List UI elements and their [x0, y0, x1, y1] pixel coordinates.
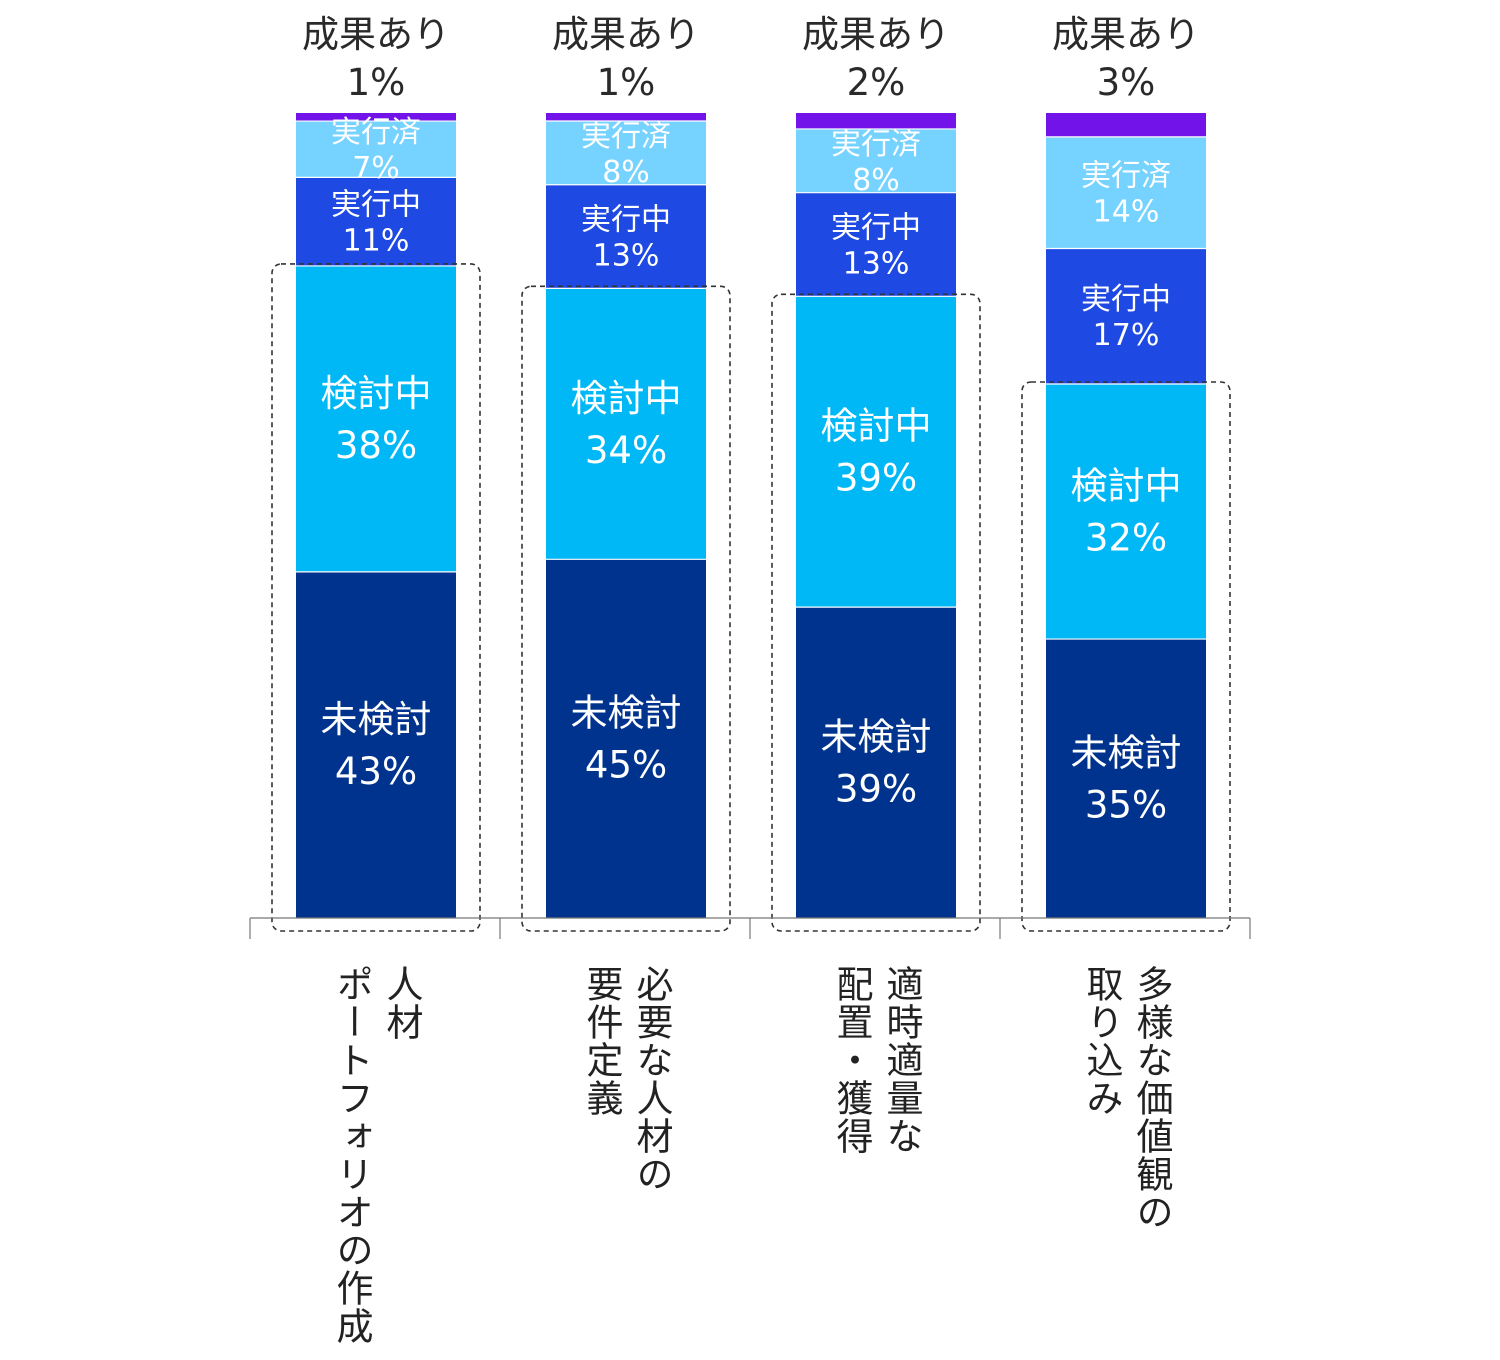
- bar-segment-2-cat-0: [296, 177, 456, 266]
- segment-label-value: 13%: [593, 239, 660, 274]
- highlight-box: [1021, 381, 1231, 932]
- top-label-value: 1%: [347, 61, 406, 104]
- bar-segment-3-cat-0: [296, 121, 456, 178]
- segment-label-value: 7%: [352, 151, 400, 186]
- bar-segment-4-cat-0: [296, 113, 456, 122]
- segment-label-value: 17%: [1093, 318, 1160, 353]
- highlight-box: [771, 293, 981, 932]
- segment-label-name: 実行済: [581, 119, 671, 154]
- category-label: 必要な人材の 要件定義: [580, 965, 673, 1193]
- segment-label-name: 実行中: [581, 203, 671, 238]
- segment-label-name: 検討中: [571, 377, 682, 420]
- segment-label-value: 8%: [602, 155, 650, 190]
- segment-label-name: 未検討: [821, 716, 932, 759]
- segment-label-name: 検討中: [1071, 465, 1182, 508]
- bar-segment-0-cat-2: [796, 607, 956, 918]
- top-label-name: 成果あり: [802, 13, 950, 56]
- bar-segment-0-cat-3: [1046, 639, 1206, 918]
- segment-label-value: 34%: [585, 429, 667, 472]
- segment-label-value: 38%: [335, 424, 417, 467]
- segment-label-value: 8%: [852, 163, 900, 198]
- segment-label-name: 実行済: [831, 127, 921, 162]
- segment-label-value: 45%: [585, 744, 667, 787]
- bar-segment-4-cat-1: [546, 113, 706, 121]
- category-label: 人材 ポートフォリオの作成: [330, 965, 423, 1345]
- bar-segment-2-cat-2: [796, 192, 956, 297]
- bar-segment-3-cat-3: [1046, 136, 1206, 249]
- top-label-value: 1%: [597, 61, 656, 104]
- bar-segment-1-cat-0: [296, 265, 456, 572]
- bar-segment-3-cat-1: [546, 120, 706, 185]
- segment-label-value: 43%: [335, 750, 417, 793]
- segment-label-value: 39%: [835, 457, 917, 500]
- bar-segment-0-cat-1: [546, 559, 706, 918]
- segment-label-name: 実行済: [331, 115, 421, 150]
- segment-label-name: 未検討: [1071, 732, 1182, 775]
- bar-segment-2-cat-1: [546, 184, 706, 289]
- top-label-value: 3%: [1097, 61, 1156, 104]
- segment-label-name: 検討中: [321, 372, 432, 415]
- bar-segment-1-cat-1: [546, 288, 706, 560]
- top-label-value: 2%: [847, 61, 906, 104]
- segment-label-name: 未検討: [571, 692, 682, 735]
- top-label-name: 成果あり: [1052, 13, 1200, 56]
- segment-label-name: 実行中: [1081, 282, 1171, 317]
- bar-segment-2-cat-3: [1046, 248, 1206, 384]
- segment-label-value: 14%: [1093, 195, 1160, 230]
- segment-label-value: 39%: [835, 768, 917, 811]
- highlight-box: [271, 263, 481, 932]
- category-label: 適時適量な 配置・獲得: [830, 965, 923, 1155]
- bar-segment-0-cat-0: [296, 571, 456, 918]
- segment-label-name: 実行中: [331, 188, 421, 223]
- segment-label-value: 32%: [1085, 517, 1167, 560]
- segment-label-value: 35%: [1085, 784, 1167, 827]
- bar-segment-1-cat-2: [796, 296, 956, 608]
- top-label-name: 成果あり: [552, 13, 700, 56]
- segment-label-name: 実行中: [831, 211, 921, 246]
- bar-segment-4-cat-2: [796, 113, 956, 129]
- top-label-name: 成果あり: [302, 13, 450, 56]
- segment-label-name: 検討中: [821, 405, 932, 448]
- bar-segment-4-cat-3: [1046, 113, 1206, 137]
- bar-segment-1-cat-3: [1046, 383, 1206, 640]
- segment-label-value: 13%: [843, 247, 910, 282]
- segment-label-name: 未検討: [321, 698, 432, 741]
- highlight-box: [521, 285, 731, 932]
- segment-label-name: 実行済: [1081, 159, 1171, 194]
- segment-label-value: 11%: [343, 224, 410, 259]
- category-label: 多様な価値観の 取り込み: [1080, 965, 1173, 1231]
- bar-segment-3-cat-2: [796, 128, 956, 193]
